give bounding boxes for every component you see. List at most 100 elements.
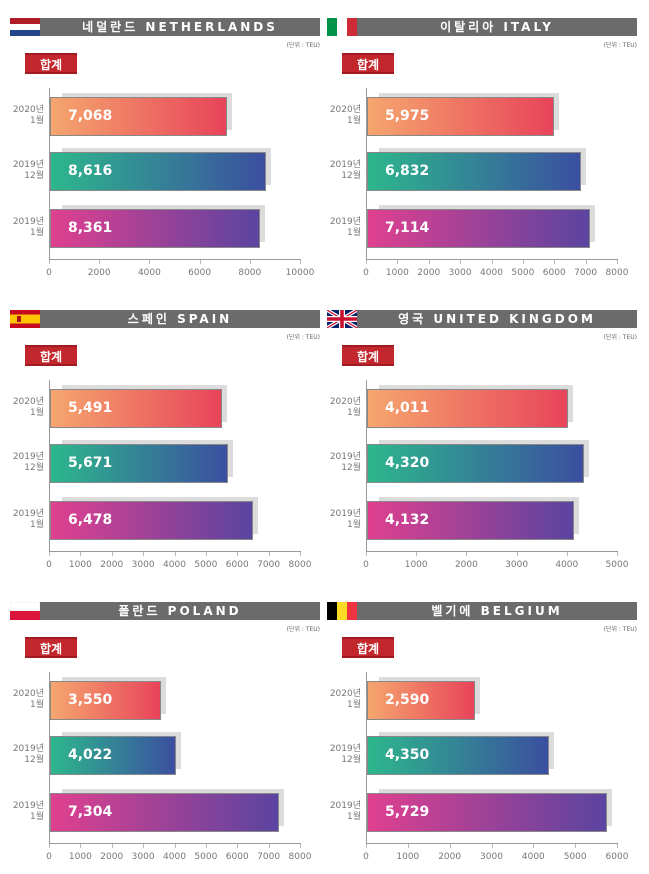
x-tick-label: 3000 [131,852,155,862]
x-tick [416,552,418,556]
category-label: 2019년 12월 [329,160,361,181]
x-tick-label: 1000 [396,852,420,862]
x-tick-label: 2000 [438,852,462,862]
x-tick [237,552,239,556]
x-tick [205,844,207,848]
x-tick-label: 6000 [605,852,629,862]
category-label: 2020년 1월 [12,397,44,418]
category-label: 2020년 1월 [12,689,44,710]
data-label: 4,132 [385,512,430,528]
data-label: 5,671 [68,455,113,471]
x-tick [617,552,618,556]
x-axis [49,551,301,552]
x-tick [397,260,399,264]
x-tick [149,260,151,264]
total-badge: 합계 [342,53,394,74]
category-label: 2020년 1월 [329,397,361,418]
x-tick [366,844,367,848]
x-tick [199,260,201,264]
chart-panel: 영국 UNITED KINGDOM (단위 : TEU) 합계 4,011 2020년 1… [327,310,637,600]
bar [50,444,228,483]
x-tick [49,552,50,556]
bar [367,736,549,775]
chart-title: 벨기에 BELGIUM [357,602,637,620]
x-tick-label: 0 [363,268,369,278]
x-tick-label: 0 [46,852,52,862]
unit-label: (단위 : TEU) [603,42,637,49]
data-label: 2,590 [385,692,430,708]
category-label: 2019년 12월 [12,452,44,473]
bar [50,209,260,248]
x-tick [174,844,176,848]
data-label: 7,304 [68,804,113,820]
x-tick [466,552,468,556]
chart-title: 스페인 SPAIN [40,310,320,328]
x-axis [366,843,618,844]
total-badge: 합계 [342,637,394,658]
bar [367,389,569,428]
y-axis [49,88,50,260]
category-label: 2019년 1월 [329,801,361,822]
x-tick-label: 5000 [511,268,535,278]
bar [367,97,555,136]
bar [367,681,476,720]
bar [50,97,228,136]
x-tick-label: 7000 [257,852,281,862]
x-tick-label: 1000 [404,560,428,570]
x-tick [460,260,462,264]
x-tick [617,260,618,264]
category-label: 2019년 1월 [329,509,361,530]
x-tick-label: 5000 [563,852,587,862]
chart-title: 네덜란드 NETHERLANDS [40,18,320,36]
x-tick [449,844,451,848]
category-label: 2019년 1월 [12,509,44,530]
total-badge: 합계 [25,637,77,658]
data-label: 4,011 [385,400,430,416]
bar [50,793,280,832]
x-tick-label: 5000 [194,560,218,570]
x-tick-label: 3000 [448,268,472,278]
chart-panel: 폴란드 POLAND (단위 : TEU) 합계 3,550 2020년 1월 4,022 2… [10,602,320,874]
x-tick-label: 5000 [605,560,629,570]
x-tick-label: 2000 [417,268,441,278]
chart-title: 영국 UNITED KINGDOM [357,310,637,328]
x-axis [49,843,301,844]
chart-panel: 이탈리아 ITALY (단위 : TEU) 합계 5,975 2020년 1월 6,832 2… [327,18,637,308]
x-tick-label: 4000 [555,560,579,570]
x-tick [566,552,568,556]
unit-label: (단위 : TEU) [286,334,320,341]
x-tick-label: 8000 [288,560,312,570]
x-tick [111,552,113,556]
unit-label: (단위 : TEU) [603,334,637,341]
x-tick [575,844,577,848]
total-badge: 합계 [25,345,77,366]
x-tick [533,844,535,848]
x-tick-label: 4000 [137,268,161,278]
x-tick [585,260,587,264]
category-label: 2019년 12월 [329,744,361,765]
bar [50,152,267,191]
chart-title: 폴란드 POLAND [40,602,320,620]
y-axis [366,380,367,552]
x-tick-label: 6000 [188,268,212,278]
bar [50,501,254,540]
chart-panel: 스페인 SPAIN (단위 : TEU) 합계 5,491 2020년 1월 5,671 20… [10,310,320,600]
x-tick-label: 2000 [100,560,124,570]
x-tick [491,260,493,264]
x-tick-label: 8000 [238,268,262,278]
x-tick-label: 10000 [285,268,315,278]
x-tick-label: 7000 [257,560,281,570]
x-tick [99,260,101,264]
bar [367,444,584,483]
x-tick [49,844,50,848]
data-label: 5,975 [385,108,430,124]
x-axis [366,551,618,552]
x-tick-label: 8000 [288,852,312,862]
bar [367,209,591,248]
category-label: 2019년 12월 [329,452,361,473]
bar [367,793,607,832]
x-tick-label: 0 [46,268,52,278]
x-tick-label: 6000 [225,560,249,570]
category-label: 2019년 12월 [12,744,44,765]
y-axis [366,672,367,844]
